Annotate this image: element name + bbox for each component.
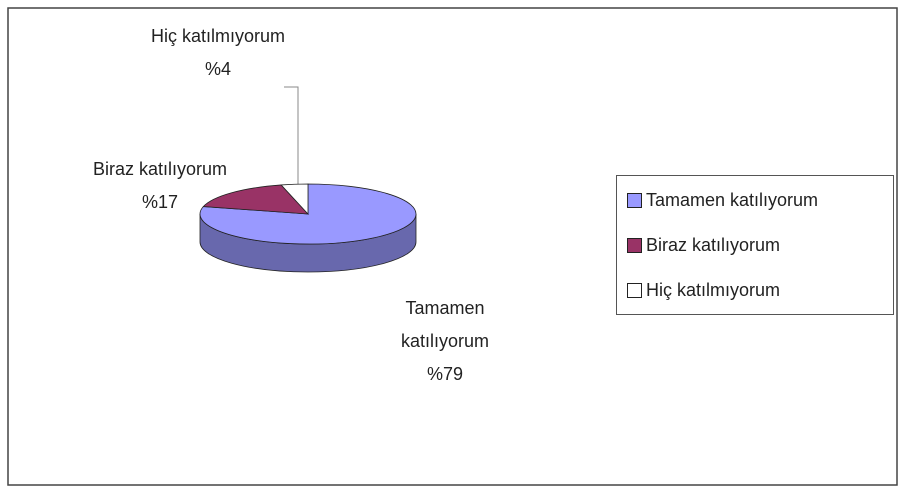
pie-slice	[202, 184, 309, 215]
data-label: Hiç katılmıyorum %4	[143, 20, 293, 86]
data-label: Biraz katılıyorum %17	[90, 153, 230, 219]
pie-slice	[199, 183, 417, 245]
data-label-value: %17	[141, 192, 179, 212]
leader-line	[284, 86, 299, 200]
legend-entry: Biraz katılıyorum	[627, 233, 780, 257]
legend-swatch	[627, 282, 642, 298]
data-label-value: %79	[426, 364, 464, 384]
legend-label: Biraz katılıyorum	[646, 234, 781, 255]
data-label-category: Hiç katılmıyorum	[150, 26, 285, 46]
legend-swatch	[627, 237, 642, 253]
legend-label: Hiç katılmıyorum	[646, 279, 781, 300]
chart-border	[7, 7, 898, 486]
data-label-category: Biraz katılıyorum	[92, 159, 228, 179]
data-label-category: Tamamen katılıyorum	[400, 298, 490, 351]
legend-entry: Tamamen katılıyorum	[627, 188, 818, 212]
legend-entry: Hiç katılmıyorum	[627, 278, 780, 302]
pie-slice	[280, 183, 309, 216]
legend-label: Tamamen katılıyorum	[646, 189, 819, 210]
legend-swatch	[627, 192, 642, 208]
data-label: Tamamen katılıyorum %79	[375, 292, 515, 391]
legend: Tamamen katılıyorum Biraz katılıyorum Hiç …	[616, 175, 894, 315]
data-label-value: %4	[204, 59, 231, 79]
